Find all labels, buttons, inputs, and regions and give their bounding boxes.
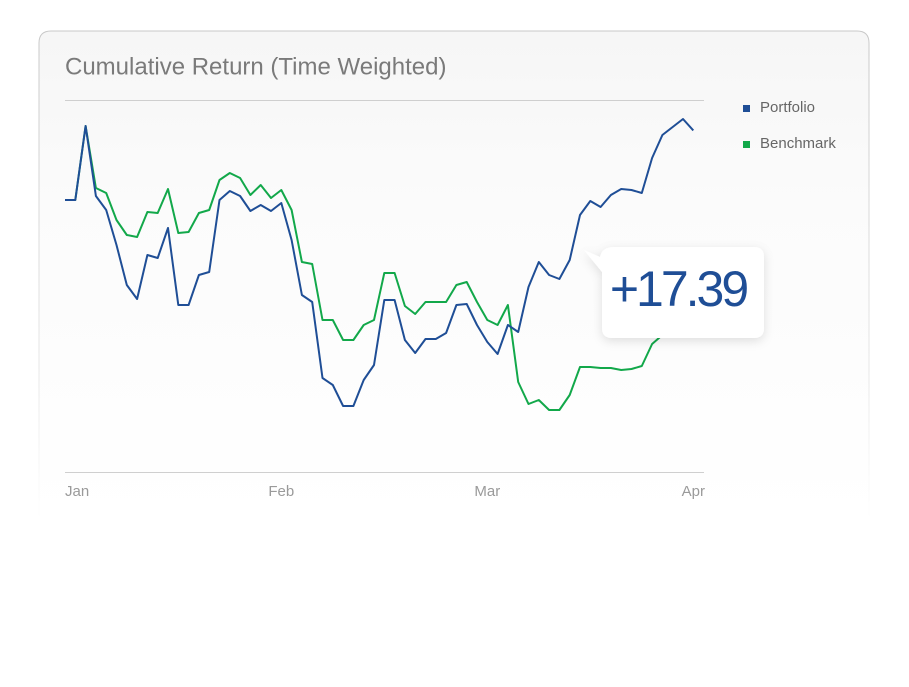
legend-swatch	[743, 141, 750, 148]
x-tick-label: Apr	[682, 483, 705, 500]
plot	[65, 118, 695, 411]
x-tick-label: Feb	[268, 483, 294, 500]
legend-label: Benchmark	[760, 135, 836, 152]
legend: Portfolio Benchmark	[743, 99, 836, 152]
series-line	[65, 125, 694, 411]
callout	[584, 247, 764, 338]
legend-swatch	[743, 105, 750, 112]
callout-value: +17.39	[610, 261, 748, 317]
callout-box	[584, 247, 764, 338]
x-tick-label: Mar	[474, 483, 500, 500]
series-line	[65, 118, 695, 407]
chart-title: Cumulative Return (Time Weighted)	[65, 53, 446, 80]
x-tick-label: Jan	[65, 483, 89, 500]
legend-label: Portfolio	[760, 99, 815, 116]
card	[38, 30, 870, 520]
